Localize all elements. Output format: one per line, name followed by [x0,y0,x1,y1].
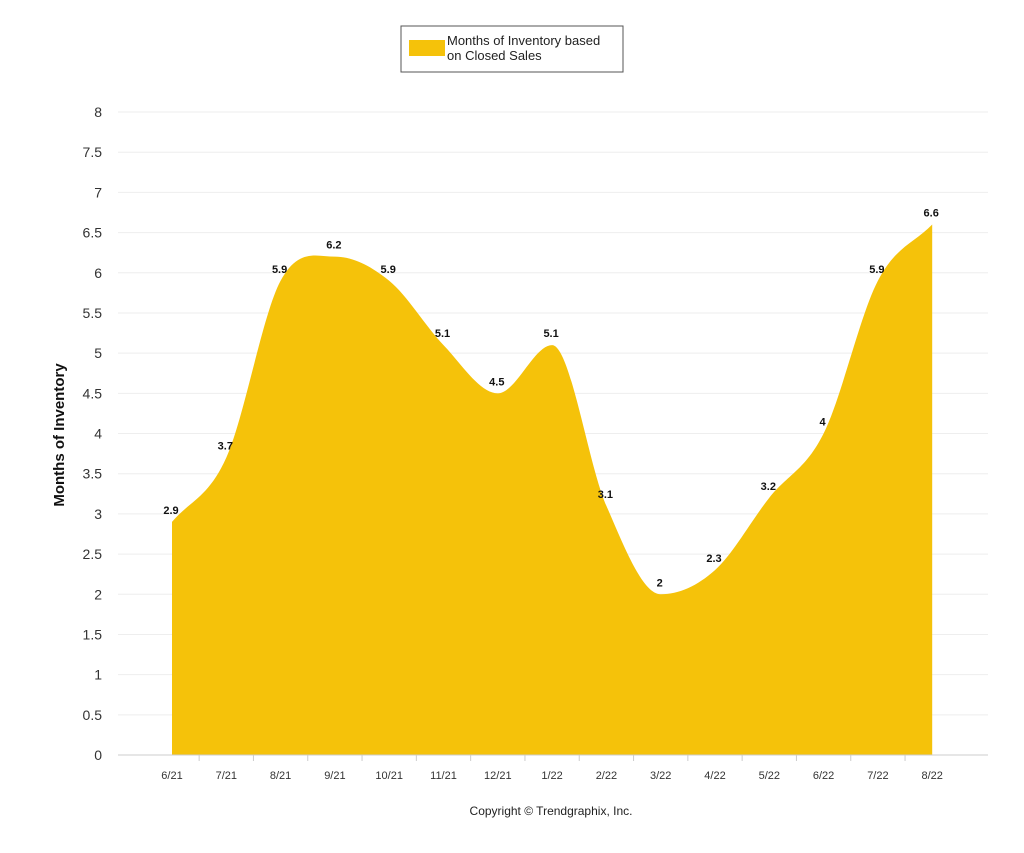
y-tick-label: 4.5 [83,385,103,401]
y-tick-label: 7.5 [83,144,103,160]
y-tick-label: 3.5 [83,466,103,482]
data-label: 6.2 [326,240,341,252]
data-label: 3.2 [761,481,776,493]
y-tick-label: 8 [94,104,102,120]
data-label: 4.5 [489,376,504,388]
data-label: 5.9 [381,264,396,276]
area-layer [172,224,933,755]
y-tick-label: 5 [94,345,102,361]
copyright-text: Copyright © Trendgraphix, Inc. [470,804,633,818]
x-tick-label: 11/21 [430,770,457,782]
x-tick-label: 7/21 [216,770,237,782]
x-tick-label: 4/22 [704,770,725,782]
data-labels: 2.9 3.7 5.9 6.2 5.9 5.1 4.5 5.1 3.1 2 2.3 3.2 4 5.9 6.… [163,208,938,590]
y-tick-label: 0 [94,747,102,763]
y-tick-label: 0.5 [83,707,103,723]
data-label: 6.6 [924,208,939,220]
area-series-months-of-inventory[interactable] [172,224,933,755]
x-tick-label: 8/21 [270,770,291,782]
y-tick-label: 1.5 [83,626,103,642]
x-tick-label: 6/21 [161,770,182,782]
data-label: 5.1 [435,328,450,340]
x-tick-label: 9/21 [324,770,345,782]
data-label: 5.9 [869,264,884,276]
x-tick-label: 5/22 [759,770,780,782]
x-tick-label: 2/22 [596,770,617,782]
x-tick-label: 7/22 [867,770,888,782]
data-label: 2 [657,577,663,589]
y-tick-labels: 0 0.5 1 1.5 2 2.5 3 3.5 4 4.5 5 5.5 6 6.5 7 7.5 8 [83,104,103,763]
data-label: 2.9 [163,505,178,517]
y-tick-label: 3 [94,506,102,522]
x-tick-label: 10/21 [375,770,403,782]
data-label: 3.7 [218,441,233,453]
y-tick-label: 2 [94,586,102,602]
x-tick-label: 12/21 [484,770,512,782]
x-tick-label: 1/22 [541,770,562,782]
y-tick-label: 4 [94,426,102,442]
y-tick-label: 2.5 [83,546,103,562]
legend-label-line1: Months of Inventory based [447,33,600,48]
data-label: 5.1 [543,328,558,340]
x-tick-labels: 6/21 7/21 8/21 9/21 10/21 11/21 12/21 1/22 2/22 3… [161,770,943,782]
data-label: 2.3 [706,553,721,565]
legend-swatch [409,40,445,56]
y-tick-label: 5.5 [83,305,103,321]
axes [118,754,988,761]
data-label: 4 [820,417,827,429]
y-axis-label: Months of Inventory [51,363,68,507]
y-tick-label: 7 [94,184,102,200]
data-label: 5.9 [272,264,287,276]
y-tick-label: 6 [94,265,102,281]
y-tick-label: 6.5 [83,225,103,241]
data-label: 3.1 [598,489,613,501]
x-tick-label: 3/22 [650,770,671,782]
x-tick-label: 6/22 [813,770,834,782]
legend[interactable]: Months of Inventory based on Closed Sale… [400,25,624,73]
legend-label-line2: on Closed Sales [447,48,542,63]
x-tick-label: 8/22 [921,770,942,782]
y-tick-label: 1 [94,667,102,683]
